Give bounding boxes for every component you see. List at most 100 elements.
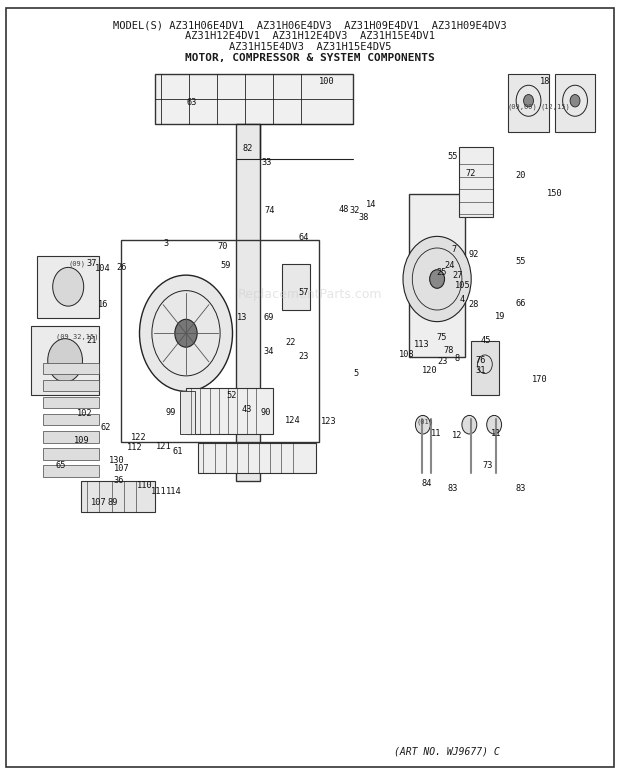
Text: 11: 11 xyxy=(432,429,441,439)
Text: 32: 32 xyxy=(350,206,360,215)
Circle shape xyxy=(53,267,84,306)
Text: 89: 89 xyxy=(108,498,118,507)
Text: 22: 22 xyxy=(285,338,295,347)
FancyBboxPatch shape xyxy=(180,391,195,434)
Text: 124: 124 xyxy=(285,415,301,425)
Circle shape xyxy=(430,270,445,288)
Text: 105: 105 xyxy=(454,281,471,290)
Text: 150: 150 xyxy=(547,189,563,198)
Text: 27: 27 xyxy=(453,270,463,280)
FancyBboxPatch shape xyxy=(43,363,99,374)
Text: 25: 25 xyxy=(436,268,446,277)
Text: ReplacementParts.com: ReplacementParts.com xyxy=(237,288,383,301)
Text: 7: 7 xyxy=(451,245,456,254)
FancyBboxPatch shape xyxy=(236,124,260,480)
Text: (ART NO. WJ9677) C: (ART NO. WJ9677) C xyxy=(394,746,499,756)
Text: 170: 170 xyxy=(531,375,547,384)
Text: MODEL(S) AZ31H06E4DV1  AZ31H06E4DV3  AZ31H09E4DV1  AZ31H09E4DV3: MODEL(S) AZ31H06E4DV1 AZ31H06E4DV3 AZ31H… xyxy=(113,20,507,30)
Text: 70: 70 xyxy=(218,242,228,251)
Text: 37: 37 xyxy=(87,259,97,268)
Circle shape xyxy=(462,415,477,434)
Text: 45: 45 xyxy=(481,336,491,346)
Text: 102: 102 xyxy=(76,409,92,419)
Text: 78: 78 xyxy=(444,346,454,355)
Text: 24: 24 xyxy=(445,261,455,270)
Text: 26: 26 xyxy=(117,263,126,272)
Text: (09): (09) xyxy=(68,260,86,267)
Text: 66: 66 xyxy=(516,299,526,308)
Text: 20: 20 xyxy=(516,170,526,180)
Text: 84: 84 xyxy=(422,479,432,488)
Text: 75: 75 xyxy=(437,332,447,342)
FancyBboxPatch shape xyxy=(198,443,316,473)
Text: 8: 8 xyxy=(455,353,460,363)
Circle shape xyxy=(487,415,502,434)
Text: 82: 82 xyxy=(243,144,253,153)
Circle shape xyxy=(523,95,534,107)
Text: 69: 69 xyxy=(264,313,274,322)
FancyBboxPatch shape xyxy=(155,74,353,124)
Text: 110: 110 xyxy=(137,480,153,490)
Text: 123: 123 xyxy=(321,417,337,426)
Circle shape xyxy=(415,415,430,434)
Text: 5: 5 xyxy=(353,369,358,378)
Text: 48: 48 xyxy=(339,205,349,214)
FancyBboxPatch shape xyxy=(43,414,99,425)
Circle shape xyxy=(140,275,232,391)
FancyBboxPatch shape xyxy=(459,147,493,217)
Text: 38: 38 xyxy=(359,212,369,222)
Text: 18: 18 xyxy=(541,77,551,86)
Text: (09 32,15): (09 32,15) xyxy=(56,334,98,340)
Circle shape xyxy=(570,95,580,107)
Text: 99: 99 xyxy=(166,408,176,417)
Text: 62: 62 xyxy=(100,423,110,432)
FancyBboxPatch shape xyxy=(31,326,99,395)
Text: 43: 43 xyxy=(242,405,252,414)
Text: 23: 23 xyxy=(438,356,448,366)
Text: 36: 36 xyxy=(114,476,124,485)
Text: 113: 113 xyxy=(414,339,430,349)
Text: 83: 83 xyxy=(516,484,526,493)
Text: 109: 109 xyxy=(74,436,90,445)
FancyBboxPatch shape xyxy=(508,74,549,132)
Text: 120: 120 xyxy=(422,366,438,375)
FancyBboxPatch shape xyxy=(43,431,99,443)
Text: MOTOR, COMPRESSOR & SYSTEM COMPONENTS: MOTOR, COMPRESSOR & SYSTEM COMPONENTS xyxy=(185,53,435,63)
Text: 104: 104 xyxy=(95,264,111,274)
Text: 74: 74 xyxy=(265,206,275,215)
Text: 13: 13 xyxy=(237,313,247,322)
Text: 23: 23 xyxy=(299,352,309,361)
Text: 92: 92 xyxy=(469,250,479,259)
Text: 107: 107 xyxy=(91,498,107,507)
Text: 100: 100 xyxy=(319,77,335,86)
Circle shape xyxy=(175,319,197,347)
Text: 64: 64 xyxy=(299,232,309,242)
Text: 112: 112 xyxy=(127,443,143,453)
FancyBboxPatch shape xyxy=(81,480,155,512)
Text: 90: 90 xyxy=(260,408,270,417)
Text: 14: 14 xyxy=(366,200,376,209)
Text: (01): (01) xyxy=(417,418,434,425)
Text: 59: 59 xyxy=(221,260,231,270)
Text: 33: 33 xyxy=(262,158,272,167)
Text: 83: 83 xyxy=(448,484,458,493)
FancyBboxPatch shape xyxy=(43,448,99,460)
Text: AZ31H15E4DV3  AZ31H15E4DV5: AZ31H15E4DV3 AZ31H15E4DV5 xyxy=(229,42,391,52)
Text: (12,15): (12,15) xyxy=(541,104,570,110)
Text: 121: 121 xyxy=(156,442,172,451)
FancyBboxPatch shape xyxy=(43,380,99,391)
FancyBboxPatch shape xyxy=(43,465,99,477)
FancyBboxPatch shape xyxy=(471,341,499,395)
Circle shape xyxy=(48,339,82,382)
FancyBboxPatch shape xyxy=(555,74,595,132)
Text: 28: 28 xyxy=(469,300,479,309)
Text: AZ31H12E4DV1  AZ31H12E4DV3  AZ31H15E4DV1: AZ31H12E4DV1 AZ31H12E4DV3 AZ31H15E4DV1 xyxy=(185,31,435,41)
Text: 61: 61 xyxy=(172,446,182,456)
FancyBboxPatch shape xyxy=(409,194,465,356)
Text: 72: 72 xyxy=(466,169,476,178)
Text: 108: 108 xyxy=(399,350,415,360)
FancyBboxPatch shape xyxy=(282,264,310,310)
Text: 55: 55 xyxy=(448,152,458,161)
Text: 21: 21 xyxy=(87,336,97,346)
Text: 52: 52 xyxy=(227,391,237,400)
